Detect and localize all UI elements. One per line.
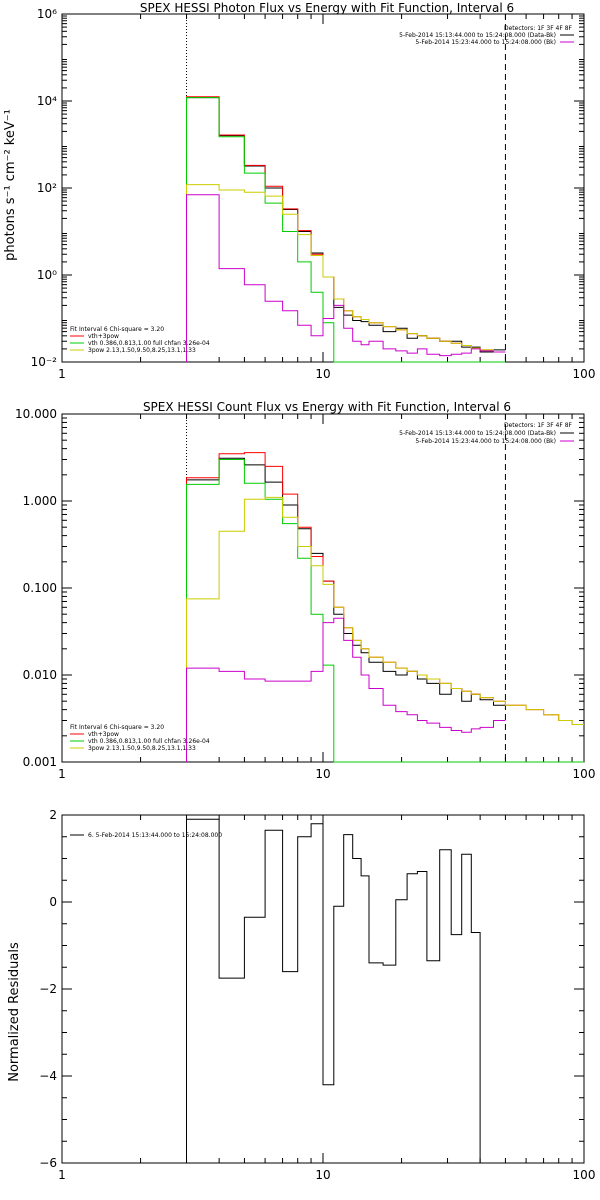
x-tick-label: 10 [315,767,330,781]
legend-entry: 5-Feb-2014 15:23:44.000 to 15:24:08.000 … [415,39,556,46]
y-tick-label: −6 [39,1156,57,1170]
x-tick-label: 100 [573,767,596,781]
data-marks [61,814,585,1164]
legend-fit-title: Fit Interval 6 Chi-square = 3.20 [70,326,164,333]
y-tick-label: 2 [49,808,57,822]
tick-labels: 1 10 100 0.001 0.010 0.100 1.000 10.000 [15,407,595,781]
x-tick-label: 1 [58,367,66,381]
panel-title: SPEX HESSI Count Flux vs Energy with Fit… [143,400,511,414]
tick-labels: 1 10 100 10⁻² 10⁰ 10² 10⁴ 10⁶ [31,7,596,381]
legend-entry: 3pow 2.13,1.50,9.50,8.25,13.1,1.33 [88,745,196,752]
legend-entry: 5-Feb-2014 15:13:44.000 to 15:24:08.000 … [399,430,556,437]
y-tick-label: 10⁻² [31,355,58,369]
legend-fit: Fit Interval 6 Chi-square = 3.20 vth+3po… [70,326,210,354]
count-flux-panel: SPEX HESSI Count Flux vs Energy with Fit… [15,400,595,781]
y-tick-label: −2 [39,982,57,996]
data-marks [61,13,585,363]
y-tick-label: 0 [49,895,57,909]
data-series-line [186,97,506,363]
y-tick-label: 0.010 [23,668,57,682]
legend-entry: 6. 5-Feb-2014 15:13:44.000 to 15:24:08.0… [88,832,222,839]
legend-entry: vth 0.386,0.813,1.00 full chfan 3.26e-04 [88,340,210,347]
legend-entry: 3pow 2.13,1.50,9.50,8.25,13.1,1.33 [88,347,196,354]
y-tick-label: −4 [39,1069,57,1083]
y-tick-label: 10⁰ [37,268,57,282]
data-series-line [186,818,481,1163]
data-series-line [186,97,506,362]
data-series-line [186,459,584,763]
y-tick-label: 10⁶ [37,7,57,21]
y-tick-label: 10² [37,181,57,195]
y-tick-label: 10⁴ [37,94,57,108]
legend-entry: vth+3pow [88,333,119,340]
x-tick-label: 100 [573,1168,596,1182]
y-tick-label: 0.100 [23,581,57,595]
data-series-line [186,617,506,762]
legend-fit: Fit Interval 6 Chi-square = 3.20 vth+3po… [70,724,210,752]
x-tick-label: 10 [315,1168,330,1182]
data-marks [61,413,585,763]
y-tick-label: 1.000 [23,494,57,508]
x-tick-label: 1 [58,1168,66,1182]
data-series-line [186,496,584,762]
legend-detectors-title: Detectors: 1F 3F 4F 8F [504,422,573,429]
panel-title: SPEX HESSI Photon Flux vs Energy with Fi… [140,1,514,15]
legend-entry: 5-Feb-2014 15:13:44.000 to 15:24:08.000 … [399,32,556,39]
x-tick-label: 100 [573,367,596,381]
y-axis-label: Normalized Residuals [7,942,22,1082]
photon-flux-panel: SPEX HESSI Photon Flux vs Energy with Fi… [3,1,595,381]
tick-labels: 1 10 100 −6 −4 −2 0 2 [39,808,595,1182]
x-tick-label: 10 [315,367,330,381]
x-tick-label: 1 [58,767,66,781]
residuals-panel: Normalized Residuals 1 10 100 −6 −4 −2 0 2 6. 5… [7,808,595,1182]
data-series-line [186,194,506,362]
y-tick-label: 10.000 [15,407,57,421]
legend-residuals: 6. 5-Feb-2014 15:13:44.000 to 15:24:08.0… [70,832,222,839]
legend-fit-title: Fit Interval 6 Chi-square = 3.20 [70,724,164,731]
y-axis-label: photons s⁻¹ cm⁻² keV⁻¹ [3,109,18,261]
legend-detectors: Detectors: 1F 3F 4F 8F 5-Feb-2014 15:13:… [399,422,574,445]
y-tick-label: 0.001 [23,755,57,769]
legend-entry: vth 0.386,0.813,1.00 full chfan 3.26e-04 [88,738,210,745]
data-series-line [186,184,506,362]
legend-entry: vth+3pow [88,731,119,738]
legend-entry: 5-Feb-2014 15:23:44.000 to 15:24:08.000 … [415,438,556,445]
legend-detectors: Detectors: 1F 3F 4F 8F 5-Feb-2014 15:13:… [399,25,574,46]
legend-detectors-title: Detectors: 1F 3F 4F 8F [504,25,573,32]
